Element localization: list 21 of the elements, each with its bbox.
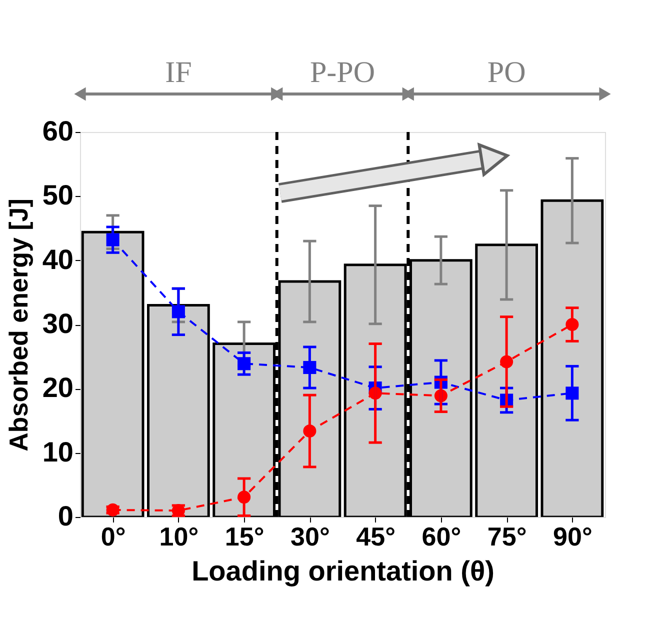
y-axis-title: Absorbed energy [J] (3, 198, 34, 452)
y-tick-label: 60 (42, 116, 74, 146)
text: IF (165, 56, 192, 89)
y-tick-label: 20 (42, 372, 74, 404)
y-tick-label: 50 (42, 180, 74, 211)
y-tick-label: 40 (42, 244, 74, 275)
y-tick-label: 30 (42, 308, 74, 339)
bar (147, 304, 210, 517)
x-tick-label: 10° (159, 522, 199, 552)
x-tick-label: 0° (100, 522, 126, 552)
x-tick-label: 75° (487, 522, 527, 552)
x-tick-label: 60° (422, 522, 462, 552)
text: PO (487, 56, 526, 89)
x-tick-label: 45° (356, 522, 396, 552)
text: P-PO (310, 56, 376, 89)
x-tick-label: 90° (553, 522, 592, 552)
y-tick-label: 0 (58, 500, 74, 532)
y-tick-label: 10 (42, 436, 74, 468)
x-tick-label: 30° (290, 522, 330, 552)
x-tick-label: 15° (224, 522, 264, 552)
x-axis-title: Loading orientation (θ) (192, 556, 494, 586)
